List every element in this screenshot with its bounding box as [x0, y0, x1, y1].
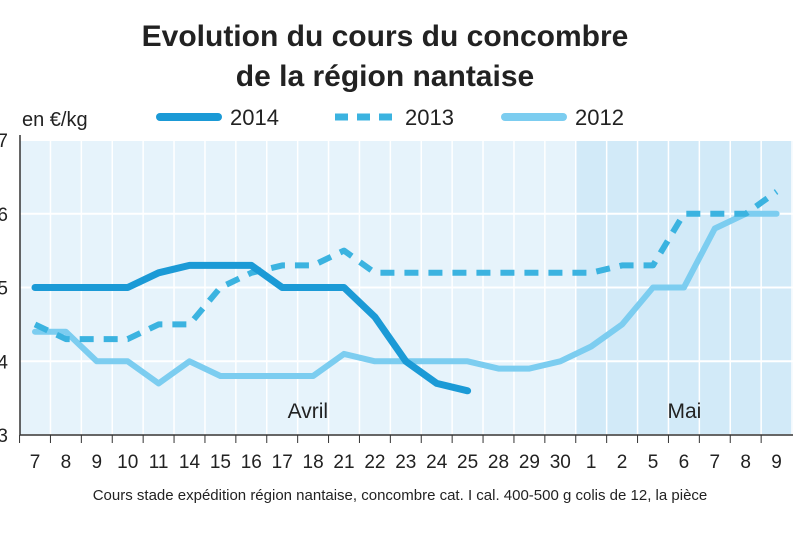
- x-tick-label: 29: [519, 452, 540, 473]
- x-tick-label: 25: [457, 452, 478, 473]
- y-tick-label: 7: [0, 131, 8, 152]
- series-layer: [31, 189, 780, 395]
- month-label-may: Mai: [667, 400, 701, 423]
- x-tick-label: 5: [648, 452, 659, 473]
- x-tick-label: 22: [364, 452, 385, 473]
- x-tick-label: 11: [149, 452, 169, 473]
- x-tick-label: 9: [92, 452, 103, 473]
- x-tick-label: 28: [488, 452, 509, 473]
- x-tick-label: 10: [117, 452, 138, 473]
- x-tick-label: 17: [272, 452, 293, 473]
- legend-label-2013: 2013: [405, 105, 454, 130]
- x-tick-label: 6: [679, 452, 690, 473]
- x-tick-label: 8: [740, 452, 751, 473]
- x-tick-label: 2: [617, 452, 628, 473]
- legend: 2014 2013 2012: [156, 105, 624, 130]
- x-tick-label: 7: [710, 452, 721, 473]
- x-tick-label: 15: [210, 452, 231, 473]
- x-tick-label: 1: [586, 452, 597, 473]
- series-line-2013: [33, 189, 779, 343]
- x-tick-label: 16: [241, 452, 262, 473]
- x-tick-label: 30: [550, 452, 571, 473]
- x-tick-label: 18: [303, 452, 324, 473]
- legend-label-2014: 2014: [230, 105, 279, 130]
- chart-title-line-1: Evolution du cours du concombre: [142, 20, 629, 53]
- chart-title-line-2: de la région nantaise: [236, 60, 534, 93]
- x-tick-label: 7: [30, 452, 41, 473]
- x-tick-label: 24: [426, 452, 448, 473]
- x-tick-label: 23: [395, 452, 416, 473]
- x-tick-label: 21: [333, 452, 354, 473]
- legend-label-2012: 2012: [575, 105, 624, 130]
- x-tick-label: 8: [61, 452, 72, 473]
- y-tick-label: 5: [0, 279, 8, 300]
- grid: [20, 139, 793, 436]
- y-tick-label: 6: [0, 205, 8, 226]
- y-axis-unit-label: en €/kg: [22, 109, 88, 131]
- x-tick-label: 9: [771, 452, 782, 473]
- x-tick-label: 14: [179, 452, 201, 473]
- y-tick-label: 3: [0, 426, 8, 447]
- series-line-2014: [31, 261, 472, 395]
- month-label-april: Avril: [288, 400, 328, 423]
- source-note: Cours stade expédition région nantaise, …: [93, 487, 708, 504]
- y-tick-label: 4: [0, 352, 8, 373]
